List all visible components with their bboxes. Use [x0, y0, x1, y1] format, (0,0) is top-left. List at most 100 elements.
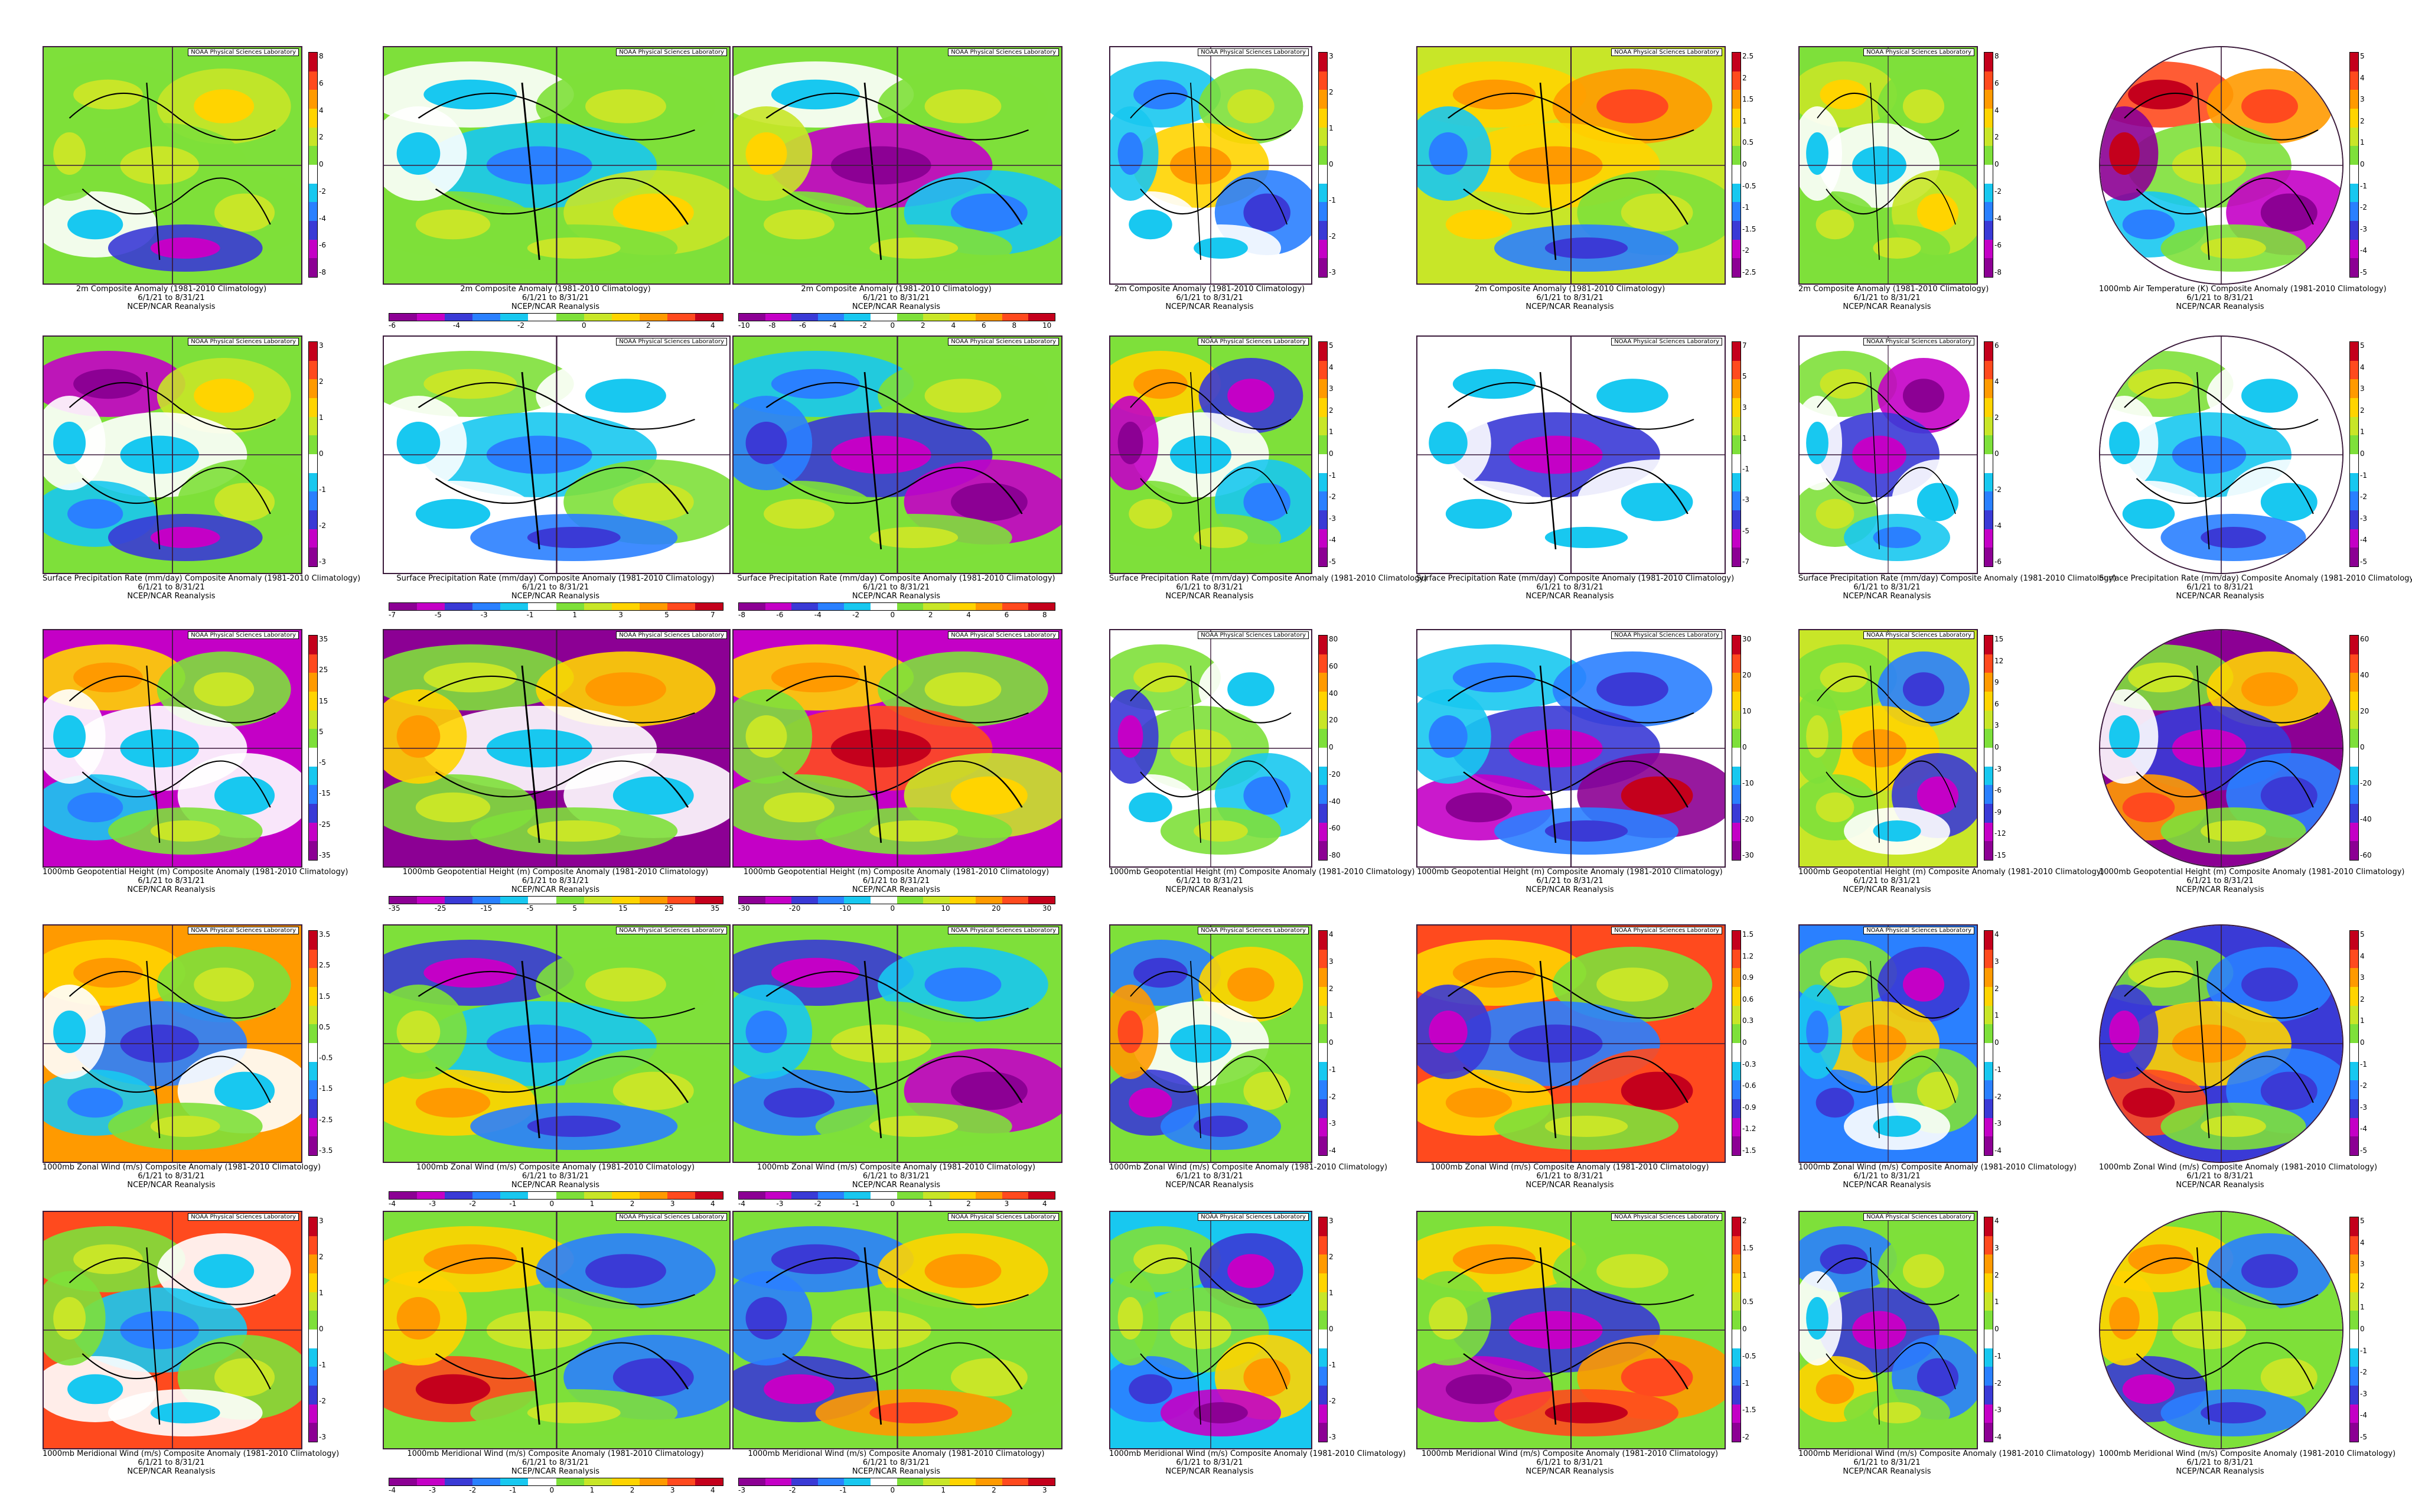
colorbar-tick-label: -4	[738, 1200, 745, 1208]
anomaly-field	[44, 630, 301, 866]
colorbar-tick-label: -2	[1994, 1092, 2002, 1101]
colorbar-tick-label: -4	[1329, 536, 1336, 545]
caption-title: 2m Composite Anomaly (1981-2010 Climatol…	[76, 285, 267, 294]
colorbar-segment	[309, 165, 317, 184]
colorbar-tick-label: -1	[1329, 196, 1336, 204]
colorbar-segment	[1002, 603, 1030, 610]
colorbar	[738, 1478, 1055, 1486]
credit-label: NOAA Physical Sciences Laboratory	[1198, 927, 1309, 934]
caption-title: 1000mb Meridional Wind (m/s) Composite A…	[2099, 1449, 2396, 1458]
colorbar-ticks: 5 4 3 2 1 0 -1 -2 -3 -4 -5	[1329, 341, 1352, 566]
colorbar-tick-label: 30	[1742, 635, 1752, 643]
colorbar-segment	[500, 314, 530, 321]
anomaly-core	[1621, 776, 1693, 815]
colorbar-segment	[472, 1478, 502, 1485]
colorbar-tick-label: 4	[319, 106, 324, 115]
colorbar-segment	[1319, 454, 1327, 474]
colorbar-tick-label: 1.5	[1742, 1243, 1754, 1252]
colorbar-tick-label: 1	[1742, 434, 1747, 442]
caption-reanalysis: NCEP/NCAR Reanalysis	[511, 302, 600, 311]
colorbar-segment	[870, 314, 898, 321]
colorbar-segment	[949, 603, 977, 610]
colorbar-segment	[309, 1254, 317, 1275]
colorbar-tick-label: -0.5	[319, 1054, 333, 1063]
colorbar-segment	[417, 314, 446, 321]
colorbar-tick-label: 4	[2360, 73, 2365, 82]
colorbar-segment	[309, 146, 317, 166]
colorbar-segment	[309, 202, 317, 222]
anomaly-field	[384, 630, 729, 866]
anomaly-core	[1916, 1071, 1959, 1110]
map-caption: 1000mb Zonal Wind (m/s) Composite Anomal…	[383, 1163, 728, 1190]
caption-reanalysis: NCEP/NCAR Reanalysis	[1843, 1181, 1931, 1190]
colorbar-segment	[1984, 636, 1993, 655]
colorbar-segment	[2350, 804, 2358, 823]
colorbar-segment	[1319, 510, 1327, 530]
anomaly-core	[1243, 193, 1290, 232]
caption-title: Surface Precipitation Rate (mm/day) Comp…	[1416, 574, 1735, 583]
colorbar-tick-label: -5	[2360, 558, 2367, 566]
colorbar-segment	[2350, 258, 2358, 277]
map-panel: NOAA Physical Sciences Laboratory -3 -2 -1 0…	[732, 1211, 1113, 1512]
colorbar-segment	[923, 603, 951, 610]
colorbar-tick-label: -15	[480, 904, 493, 913]
colorbar-tick-label: -4	[2360, 1125, 2367, 1133]
anomaly-core	[1544, 237, 1628, 259]
colorbar-ticks: -8 -6 -4 -2 0 2 4 6 8	[738, 611, 1054, 620]
colorbar-segment	[1984, 529, 1993, 549]
credit-label: NOAA Physical Sciences Laboratory	[1611, 1213, 1722, 1221]
colorbar-segment	[472, 1192, 502, 1199]
anomaly-field	[734, 337, 1061, 573]
colorbar-segment	[2350, 1217, 2358, 1237]
colorbar-tick-label: -80	[1329, 851, 1341, 859]
colorbar-segment	[1984, 748, 1993, 767]
colorbar-ticks: -4 -3 -2 -1 0 1 2 3 4	[738, 1200, 1054, 1209]
caption-reanalysis: NCEP/NCAR Reanalysis	[127, 592, 216, 601]
colorbar-segment	[817, 1192, 845, 1199]
anomaly-core	[2201, 237, 2266, 259]
colorbar-segment	[1319, 729, 1327, 749]
colorbar-segment	[2350, 729, 2358, 749]
caption-dates: 6/1/21 to 8/31/21	[521, 1172, 589, 1181]
caption-dates: 6/1/21 to 8/31/21	[862, 1172, 930, 1181]
colorbar-tick-label: -8	[738, 611, 745, 619]
colorbar-segment	[791, 897, 819, 904]
map-plot: NOAA Physical Sciences Laboratory	[1798, 335, 1978, 574]
map-plot: NOAA Physical Sciences Laboratory	[1798, 629, 1978, 868]
colorbar-segment	[528, 897, 558, 904]
colorbar-segment	[1319, 127, 1327, 147]
colorbar-tick-label: -1.5	[1742, 224, 1756, 233]
colorbar-segment	[639, 314, 669, 321]
anomaly-field	[2100, 47, 2342, 284]
anomaly-field	[44, 926, 301, 1162]
colorbar-segment	[1984, 109, 1993, 128]
colorbar-segment	[1984, 472, 1993, 493]
anomaly-core	[585, 379, 666, 413]
colorbar-tick-label: 0	[1994, 1325, 1999, 1333]
colorbar-segment	[1319, 1024, 1327, 1044]
colorbar-tick-label: 6	[319, 79, 324, 87]
colorbar-tick-label: -5	[2360, 1433, 2367, 1441]
anomaly-core	[2241, 379, 2298, 413]
caption-dates: 6/1/21 to 8/31/21	[1853, 294, 1921, 302]
anomaly-field	[384, 337, 729, 573]
anomaly-core	[745, 1011, 787, 1053]
colorbar-segment	[1732, 1386, 1740, 1405]
map-plot: NOAA Physical Sciences Laboratory	[732, 629, 1062, 868]
anomaly-core	[1194, 237, 1248, 259]
anomaly-field	[734, 47, 1061, 284]
colorbar-tick-label: 3	[1329, 384, 1334, 393]
anomaly-field	[734, 630, 1061, 866]
caption-title: 1000mb Meridional Wind (m/s) Composite A…	[1109, 1449, 1406, 1458]
colorbar-segment	[1732, 1348, 1740, 1368]
colorbar-segment	[1028, 603, 1055, 610]
colorbar-segment	[1984, 710, 1993, 730]
anomaly-core	[1544, 1116, 1628, 1137]
colorbar-segment	[2350, 1329, 2358, 1349]
colorbar-tick-label: 15	[319, 696, 328, 705]
colorbar-tick-label: 0.3	[1742, 1016, 1754, 1025]
caption-title: 2m Composite Anomaly (1981-2010 Climatol…	[801, 285, 992, 294]
credit-label: NOAA Physical Sciences Laboratory	[188, 48, 299, 56]
colorbar-segment	[2350, 71, 2358, 91]
colorbar-tick-label: -2	[1329, 493, 1336, 501]
